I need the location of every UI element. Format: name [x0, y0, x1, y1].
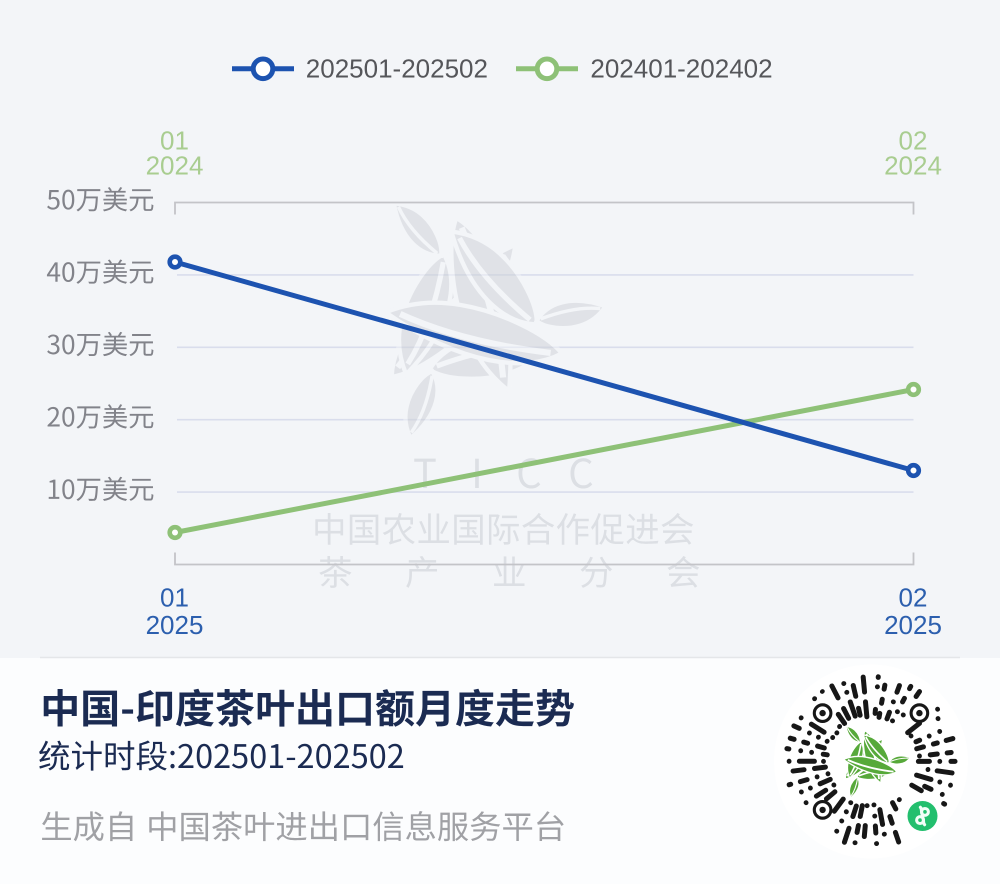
svg-text:2024: 2024 [146, 151, 204, 181]
svg-text:2024: 2024 [884, 151, 942, 181]
svg-text:01: 01 [160, 126, 189, 156]
svg-text:2025: 2025 [884, 610, 942, 640]
svg-text:02: 02 [899, 126, 928, 156]
svg-text:2025: 2025 [146, 610, 204, 640]
svg-text:01: 01 [160, 583, 189, 613]
svg-text:202401-202402: 202401-202402 [590, 54, 772, 84]
svg-text:02: 02 [899, 583, 928, 613]
svg-text:202501-202502: 202501-202502 [306, 54, 488, 84]
